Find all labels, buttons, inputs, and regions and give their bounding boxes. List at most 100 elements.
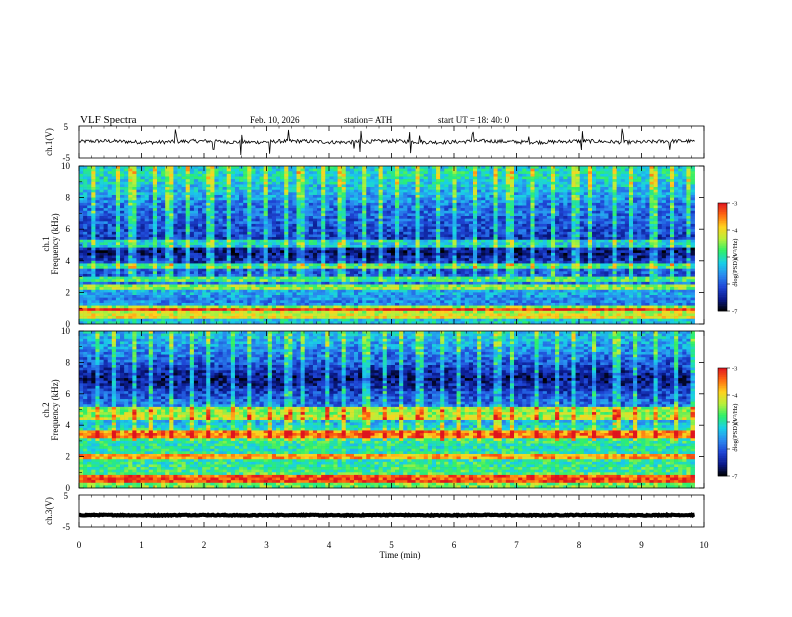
ch1-spectrogram-colorbar-swatch xyxy=(718,293,727,295)
ch2-spectrogram-colorbar-swatch xyxy=(718,435,727,437)
ch2-spectrogram-colorbar-swatch xyxy=(718,373,727,375)
ch1-spectrogram-colorbar-swatch xyxy=(718,244,727,246)
ch2-spectrogram-colorbar-swatch xyxy=(718,445,727,447)
ch1-spectrogram-ytick-label: 6 xyxy=(66,224,71,234)
ch2-spectrogram-colorbar-swatch xyxy=(718,384,727,386)
ch2-spectrogram-colorbar-tick-label: -7 xyxy=(732,474,738,481)
ch1-spectrogram-image xyxy=(79,166,695,324)
ch1-spectrogram-colorbar-swatch xyxy=(718,268,727,270)
figure-title: VLF Spectra xyxy=(80,114,137,126)
ch2-spectrogram-colorbar-swatch xyxy=(718,444,727,446)
time-tick-label: 9 xyxy=(639,540,644,550)
station-label: station= ATH xyxy=(344,115,393,125)
ch1-spectrogram-colorbar-swatch xyxy=(718,253,727,255)
ch2-spectrogram-colorbar-swatch xyxy=(718,469,727,471)
ch1-spectrogram-colorbar-tick-label: -4 xyxy=(732,228,738,235)
time-tick-label: 7 xyxy=(514,540,519,550)
ch2-spectrogram-colorbar-swatch xyxy=(718,472,727,474)
ch2-spectrogram-colorbar-swatch xyxy=(718,447,727,449)
ch2-spectrogram-colorbar-swatch xyxy=(718,431,727,433)
ch1-spectrogram-colorbar-swatch xyxy=(718,295,727,297)
ch1-spectrogram-colorbar-swatch xyxy=(718,208,727,210)
ch2-spectrogram-colorbar-swatch xyxy=(718,427,727,429)
ch2-spectrogram-colorbar-swatch xyxy=(718,393,727,395)
ch2-spectrogram-colorbar-swatch xyxy=(718,429,727,431)
ch2-spectrogram-colorbar-swatch xyxy=(718,379,727,381)
ch1-spectrogram-colorbar-swatch xyxy=(718,219,727,221)
ch2-spectrogram-colorbar-swatch xyxy=(718,471,727,473)
ch2-spectrogram-colorbar-swatch xyxy=(718,467,727,469)
ch1-spectrogram-colorbar-swatch xyxy=(718,259,727,261)
ch1-spectrogram-colorbar-swatch xyxy=(718,282,727,284)
date-label: Feb. 10, 2026 xyxy=(250,115,300,125)
ch1-spectrogram-colorbar-tick-label: -3 xyxy=(732,201,737,208)
ch2-spectrogram-colorbar-swatch xyxy=(718,408,727,410)
ch1-spectrogram-colorbar-swatch xyxy=(718,221,727,223)
ch2-spectrogram-colorbar-swatch xyxy=(718,438,727,440)
time-tick-label: 5 xyxy=(389,540,394,550)
ch1-spectrogram-ylabel: Frequency (kHz) xyxy=(50,213,60,274)
ch2-spectrogram-colorbar-swatch xyxy=(718,440,727,442)
ch1-ytick-top: 5 xyxy=(64,122,69,132)
ch2-spectrogram-colorbar-swatch xyxy=(718,370,727,372)
ch1-spectrogram-colorbar-swatch xyxy=(718,306,727,308)
ch1-spectrogram-colorbar-swatch xyxy=(718,232,727,234)
ch2-spectrogram-colorbar-swatch xyxy=(718,458,727,460)
ch1-spectrogram-colorbar-swatch xyxy=(718,307,727,309)
ch2-spectrogram-colorbar-tick-label: -4 xyxy=(732,393,738,400)
ch2-spectrogram-colorbar-swatch xyxy=(718,462,727,464)
ch1-spectrogram-colorbar-swatch xyxy=(718,279,727,281)
ch2-spectrogram-colorbar-swatch xyxy=(718,413,727,415)
ch1-spectrogram-colorbar-swatch xyxy=(718,291,727,293)
ch2-spectrogram-colorbar-swatch xyxy=(718,442,727,444)
ch1-spectrogram-colorbar-swatch xyxy=(718,262,727,264)
time-tick-label: 4 xyxy=(327,540,332,550)
ch1-spectrogram-colorbar-swatch xyxy=(718,302,727,304)
ch2-spectrogram-ytick-label: 4 xyxy=(66,420,71,430)
ch1-spectrogram-ytick-label: 10 xyxy=(61,161,71,171)
ch2-spectrogram-colorbar-swatch xyxy=(718,420,727,422)
ch1-spectrogram-colorbar-swatch xyxy=(718,284,727,286)
ch2-spectrogram-colorbar-swatch xyxy=(718,460,727,462)
time-tick-label: 3 xyxy=(264,540,269,550)
ch1-spectrogram-colorbar-swatch xyxy=(718,214,727,216)
ch1-spectrogram-colorbar-swatch xyxy=(718,237,727,239)
ch3-waveform-panel: 5 -5 ch.3(V) xyxy=(44,491,704,532)
ch1-spectrogram-colorbar-swatch xyxy=(718,246,727,248)
ch2-spectrogram-colorbar-swatch xyxy=(718,415,727,417)
ch2-spectrogram-colorbar-swatch xyxy=(718,381,727,383)
ch2-spectrogram-colorbar-swatch xyxy=(718,391,727,393)
ch1-spectrogram-colorbar-swatch xyxy=(718,277,727,279)
ch1-spectrogram-colorbar-swatch xyxy=(718,241,727,243)
ch1-spectrogram-colorbar-swatch xyxy=(718,275,727,277)
ch1-spectrogram-colorbar-swatch xyxy=(718,205,727,207)
time-axis-label: Time (min) xyxy=(380,550,421,560)
ch2-spectrogram-ytick-label: 6 xyxy=(66,389,71,399)
ch2-spectrogram-ylabel: Frequency (kHz) xyxy=(50,379,60,440)
ch1-spectrogram-colorbar-swatch xyxy=(718,273,727,275)
ch2-spectrogram-colorbar-swatch xyxy=(718,372,727,374)
ch1-waveform-panel: 5 -5 ch.1(V) xyxy=(44,122,704,163)
ch2-spectrogram-colorbar-swatch xyxy=(718,417,727,419)
ch3-ytick-top: 5 xyxy=(64,491,69,501)
ch1-spectrogram-colorbar-swatch xyxy=(718,250,727,252)
ch1-spectrogram-colorbar-swatch xyxy=(718,230,727,232)
ch2-spectrogram-colorbar-swatch xyxy=(718,399,727,401)
ch1-spectrogram-colorbar-swatch xyxy=(718,212,727,214)
ch2-spectrogram-colorbar-swatch xyxy=(718,422,727,424)
ch1-spectrogram-colorbar-swatch xyxy=(718,203,727,205)
ch1-spectrogram-ytick-label: 8 xyxy=(66,193,71,203)
ch1-spectrogram-colorbar-swatch xyxy=(718,261,727,263)
ch2-spectrogram-colorbar-swatch xyxy=(718,465,727,467)
ch1-spectrogram-colorbar-swatch xyxy=(718,217,727,219)
ch1-spectrogram-colorbar-swatch xyxy=(718,248,727,250)
ch3-waveform-line xyxy=(79,515,695,516)
ch2-spectrogram-colorbar-swatch xyxy=(718,433,727,435)
ch2-spectrogram-image xyxy=(79,331,695,488)
ch2-spectrogram-colorbar-tick-label: -3 xyxy=(732,366,737,373)
ch1-spectrogram-colorbar-swatch xyxy=(718,243,727,245)
ch2-spectrogram-colorbar-swatch xyxy=(718,409,727,411)
